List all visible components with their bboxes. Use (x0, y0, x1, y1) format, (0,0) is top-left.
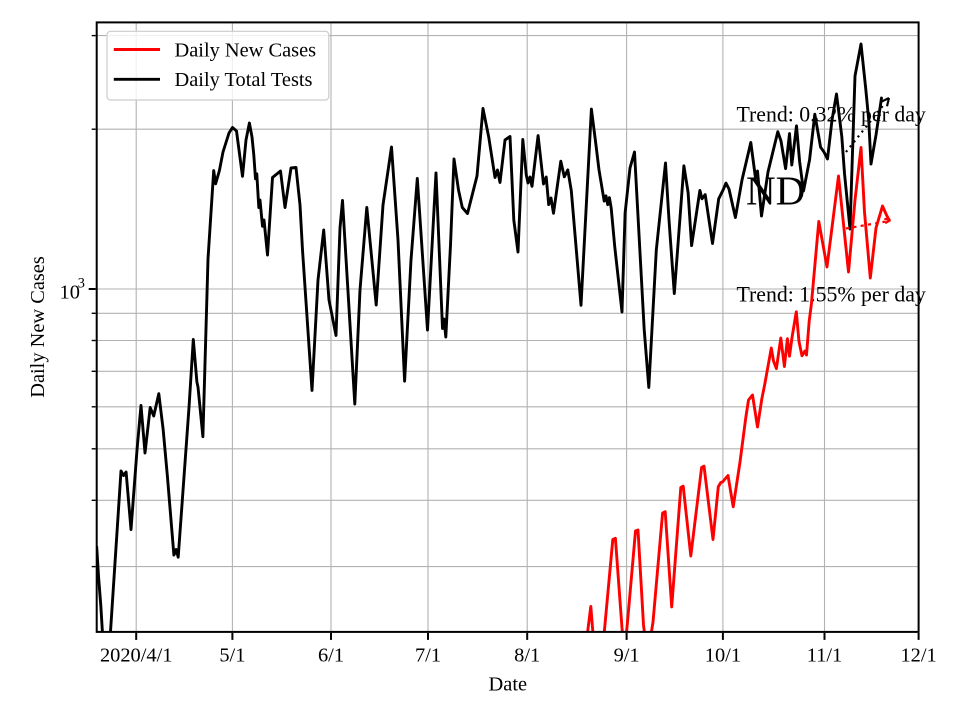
svg-text:Daily New Cases: Daily New Cases (27, 256, 49, 398)
svg-text:3: 3 (78, 276, 85, 292)
svg-text:9/1: 9/1 (614, 645, 640, 667)
svg-text:7/1: 7/1 (415, 645, 441, 667)
svg-text:8/1: 8/1 (514, 645, 540, 667)
svg-text:Daily New Cases: Daily New Cases (175, 39, 317, 61)
svg-text:6/1: 6/1 (318, 645, 344, 667)
svg-text:Daily Total Tests: Daily Total Tests (175, 69, 313, 91)
svg-text:2020/4/1: 2020/4/1 (100, 645, 173, 667)
svg-text:Trend: 1.55% per day: Trend: 1.55% per day (737, 283, 926, 307)
svg-text:12/1: 12/1 (900, 645, 936, 667)
svg-text:10: 10 (60, 282, 80, 304)
svg-text:5/1: 5/1 (219, 645, 245, 667)
svg-text:11/1: 11/1 (807, 645, 843, 667)
svg-text:Date: Date (489, 674, 528, 696)
svg-text:10/1: 10/1 (705, 645, 741, 667)
